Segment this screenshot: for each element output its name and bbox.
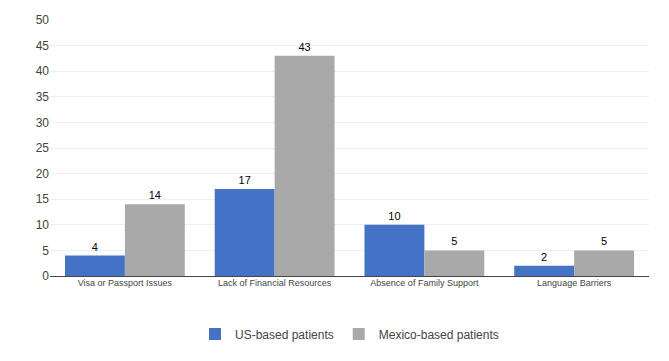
svg-text:5: 5 bbox=[42, 244, 49, 258]
svg-text:Language Barriers: Language Barriers bbox=[537, 278, 612, 288]
svg-text:10: 10 bbox=[36, 218, 50, 232]
svg-text:35: 35 bbox=[36, 90, 50, 104]
svg-text:0: 0 bbox=[42, 269, 49, 283]
svg-text:5: 5 bbox=[601, 235, 607, 247]
svg-text:2: 2 bbox=[541, 251, 547, 263]
svg-text:10: 10 bbox=[388, 210, 400, 222]
svg-text:40: 40 bbox=[36, 64, 50, 78]
svg-text:Visa or Passport Issues: Visa or Passport Issues bbox=[78, 278, 173, 288]
svg-text:5: 5 bbox=[451, 235, 457, 247]
svg-text:Lack of Financial Resources: Lack of Financial Resources bbox=[218, 278, 332, 288]
svg-text:45: 45 bbox=[36, 39, 50, 53]
svg-text:20: 20 bbox=[36, 167, 50, 181]
svg-text:50: 50 bbox=[36, 13, 50, 27]
svg-text:17: 17 bbox=[239, 174, 251, 186]
svg-text:4: 4 bbox=[92, 241, 98, 253]
svg-text:30: 30 bbox=[36, 116, 50, 130]
svg-text:15: 15 bbox=[36, 192, 50, 206]
svg-text:Absence of Family Support: Absence of Family Support bbox=[370, 278, 479, 288]
svg-text:Mexico-based patients: Mexico-based patients bbox=[379, 328, 499, 342]
svg-text:14: 14 bbox=[149, 189, 161, 201]
svg-text:43: 43 bbox=[298, 41, 310, 53]
svg-text:25: 25 bbox=[36, 141, 50, 155]
svg-text:US-based patients: US-based patients bbox=[235, 328, 334, 342]
